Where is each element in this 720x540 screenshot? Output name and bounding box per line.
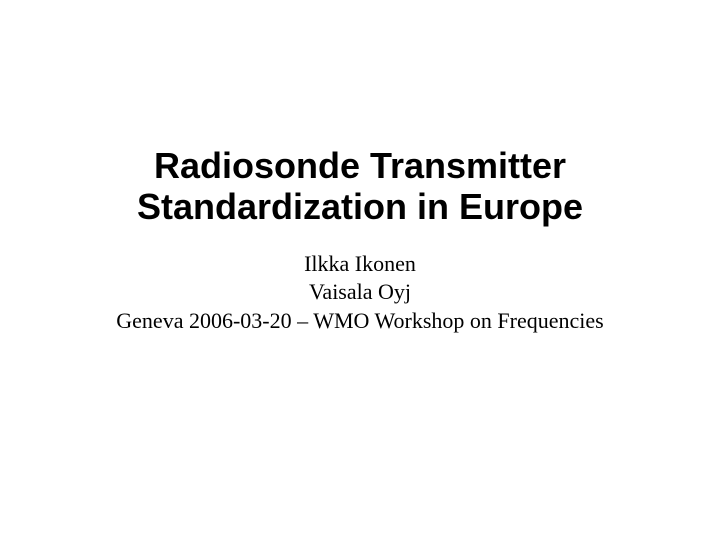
organization-name: Vaisala Oyj <box>116 278 603 307</box>
slide-title: Radiosonde Transmitter Standardization i… <box>137 145 583 228</box>
event-info: Geneva 2006-03-20 – WMO Workshop on Freq… <box>116 307 603 336</box>
title-line-2: Standardization in Europe <box>137 186 583 227</box>
author-name: Ilkka Ikonen <box>116 250 603 279</box>
title-line-1: Radiosonde Transmitter <box>154 145 566 186</box>
slide-subtitle: Ilkka Ikonen Vaisala Oyj Geneva 2006-03-… <box>116 250 603 336</box>
